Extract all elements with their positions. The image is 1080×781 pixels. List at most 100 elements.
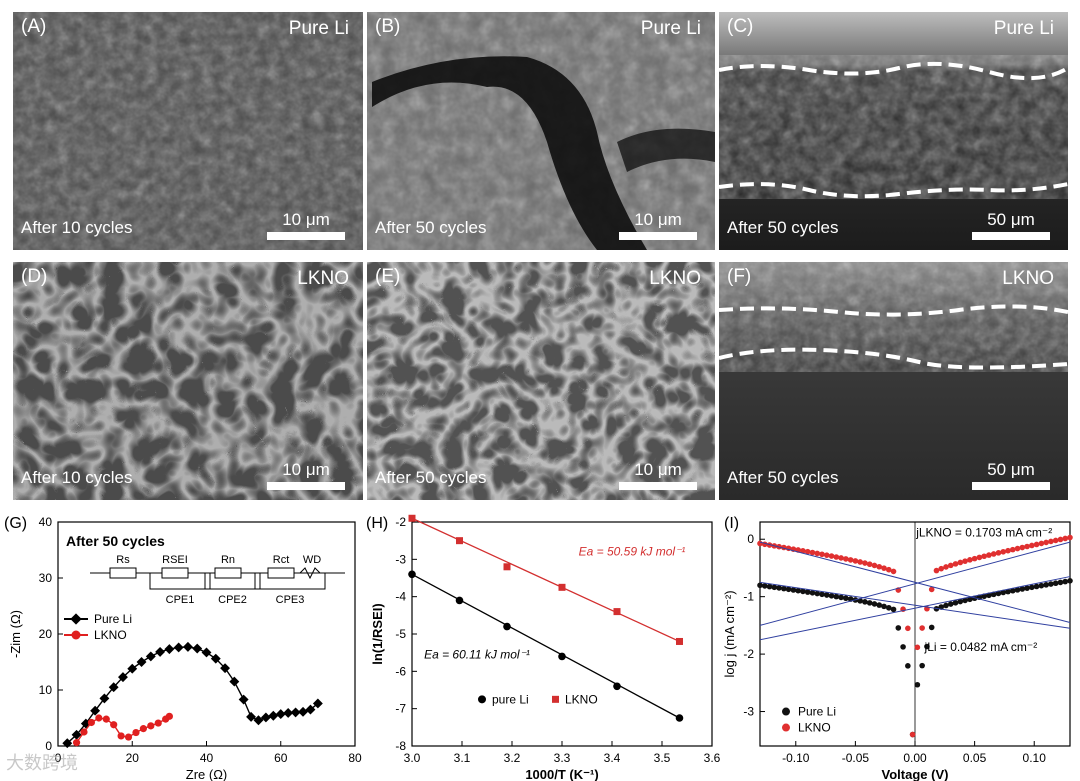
data-point [776,585,782,591]
data-point [1043,582,1049,588]
x-tick-label: -0.10 [782,751,810,765]
x-tick-label: 0 [55,751,62,765]
data-point [804,548,811,555]
legend-marker [782,707,790,716]
x-axis-label: Zre (Ω) [186,767,228,781]
data-point [1067,534,1073,541]
circuit-label: CPE2 [218,594,247,606]
legend-marker [71,630,81,640]
y-tick-label: -7 [395,702,406,716]
data-point [905,625,911,632]
data-point [110,721,118,729]
y-tick-label: -1 [743,590,754,604]
x-tick-label: 20 [126,751,140,765]
data-point [833,554,840,560]
scale-text: 10 μm [282,460,330,479]
data-point [924,643,930,650]
y-axis-label: -Zim (Ω) [8,610,23,658]
data-point [275,709,286,720]
data-point [795,587,801,594]
cycle-caption: After 50 cycles [727,468,839,487]
y-tick-label: -3 [743,705,754,719]
x-tick-label: 3.5 [654,751,671,765]
data-point [866,600,873,606]
data-point [909,731,916,738]
data-point [857,559,863,565]
data-point [986,552,992,558]
legend-marker [70,613,82,625]
scale-bar: 50 μm [972,460,1050,490]
panel-label: (F) [727,266,752,287]
panel-f: (F) LKNO After 50 cycles 50 μm [719,262,1068,500]
scale-text: 10 μm [634,460,682,479]
data-point [201,647,212,658]
legend-label: Pure Li [798,705,836,719]
data-point [1038,582,1045,589]
data-point [947,601,954,607]
data-point [823,552,830,558]
data-point [790,587,797,593]
x-tick-label: 60 [274,751,288,765]
data-point [1062,535,1069,542]
data-point [819,551,825,558]
data-point [809,549,816,556]
data-point [80,728,88,736]
material-label: LKNO [649,268,701,289]
scale-text: 50 μm [987,210,1035,229]
x-tick-label: 3.4 [604,751,621,765]
data-point [312,698,323,709]
data-point [919,662,925,669]
data-point [246,711,256,722]
data-point [455,596,464,605]
legend-label: LKNO [565,692,598,706]
data-point [838,555,844,561]
material-label: Pure Li [288,18,349,39]
data-point [87,718,96,727]
data-point [809,590,816,596]
data-point [1024,543,1030,550]
panel-label: (E) [375,266,401,287]
data-point [990,591,997,598]
data-point [881,565,887,571]
data-point [971,555,978,562]
scale-bar: 50 μm [972,210,1050,240]
data-point [890,568,897,575]
data-point [895,625,902,631]
data-point [757,540,763,547]
data-point [1014,587,1021,593]
y-tick-label: -4 [395,590,406,604]
data-point [962,558,968,564]
y-axis-label: ln(1/RSEI) [370,603,385,664]
data-point [155,646,166,657]
series-fit-line [411,517,680,643]
data-point [1029,584,1035,591]
y-tick-label: -5 [395,627,406,641]
panel-c: (C) Pure Li After 50 cycles 50 μm [719,12,1068,250]
data-point [876,563,883,570]
chart-h: (H) 3.0 3.1 3.2 3.3 3.4 3.5 3.6 -2 -3 -4 -5 -6 -7 -8 10… [362,508,720,781]
data-point [938,565,945,572]
circuit-resistor [267,567,295,579]
data-point [885,566,892,573]
sem-texture [367,262,715,500]
sem-texture [367,12,715,250]
x-tick-label: 3.0 [404,751,421,765]
legend-marker [478,695,486,704]
material-label: Pure Li [640,18,701,39]
legend-label: pure Li [492,692,529,706]
sem-texture [13,12,363,250]
x-tick-label: 3.1 [454,751,471,765]
data-point [102,715,110,723]
legend-marker [782,723,790,732]
data-point [238,694,249,705]
data-point [847,557,854,563]
chart-title: After 50 cycles [66,533,165,549]
x-tick-label: 3.3 [554,751,571,765]
panel-b: (B) Pure Li After 50 cycles 10 μm [367,12,715,250]
x-tick-label: 40 [200,751,214,765]
panel-d: (D) LKNO After 10 cycles 10 μm [13,262,363,500]
data-point [675,714,684,722]
data-point [957,598,964,605]
circuit-resistor [161,567,189,579]
data-point [800,548,806,554]
